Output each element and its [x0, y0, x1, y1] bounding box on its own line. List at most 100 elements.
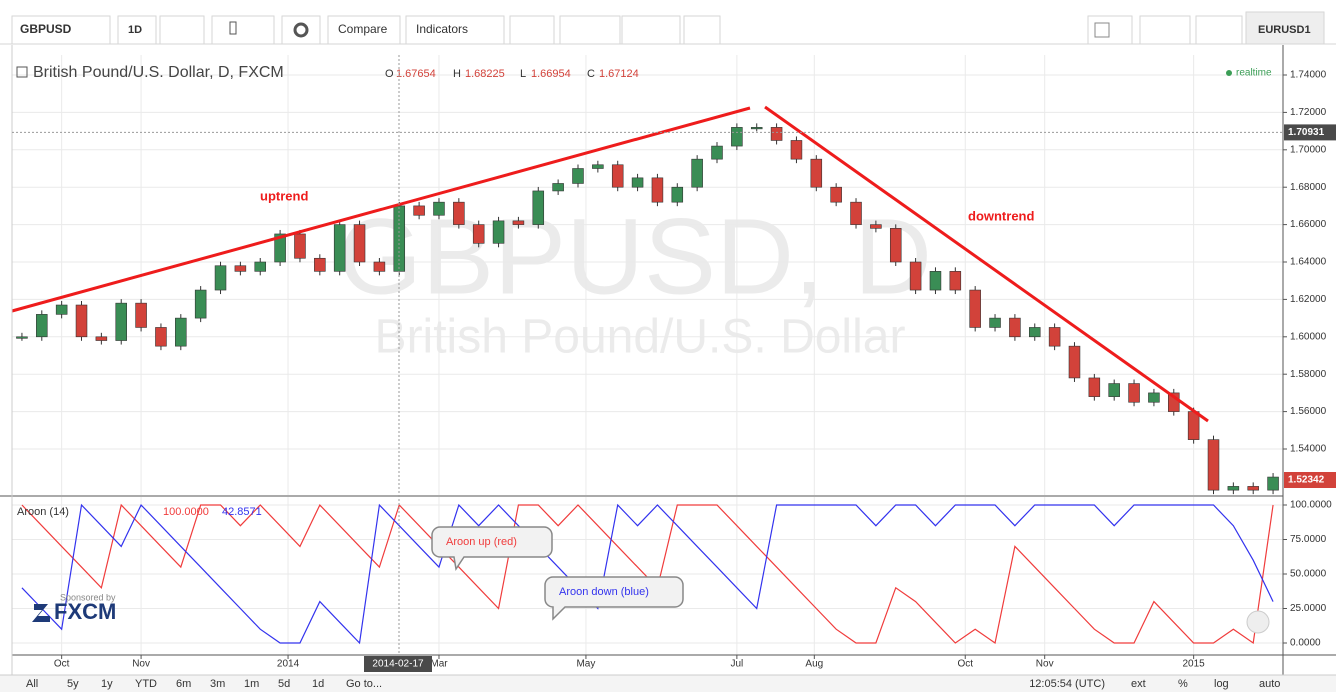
- compare-button[interactable]: [327, 15, 401, 45]
- candle-body: [969, 289, 981, 328]
- scale-option[interactable]: auto: [1259, 678, 1280, 690]
- interval[interactable]: 1D: [128, 24, 142, 36]
- candle-body: [413, 205, 425, 216]
- low-value: 1.66954: [531, 68, 571, 80]
- alert-button[interactable]: [509, 15, 555, 45]
- candle-body: [214, 265, 227, 291]
- high-value: 1.68225: [465, 68, 505, 80]
- collapse-icon[interactable]: [16, 66, 28, 78]
- layout-icon: [1094, 22, 1110, 38]
- range-button[interactable]: 5y: [67, 678, 79, 690]
- candle-body: [234, 265, 247, 272]
- sponsor-brand[interactable]: FXCM: [54, 599, 116, 624]
- candle-body: [691, 158, 703, 188]
- indicators-button[interactable]: [405, 15, 505, 45]
- chart-type-button[interactable]: [159, 15, 205, 45]
- x-tick-label: Jul: [730, 659, 743, 670]
- scale-option[interactable]: log: [1214, 678, 1229, 690]
- style-button[interactable]: [211, 15, 275, 45]
- ideas-button[interactable]: [559, 15, 621, 45]
- candle-body: [294, 233, 306, 259]
- y-tick-label: 1.64000: [1290, 257, 1327, 268]
- scroll-button[interactable]: [1246, 610, 1270, 634]
- candle-body: [1009, 317, 1021, 338]
- range-button[interactable]: 3m: [210, 678, 225, 690]
- undo-redo-button[interactable]: [621, 15, 681, 45]
- candle-body: [1128, 383, 1140, 403]
- aroon-up-value: 100.0000: [163, 506, 209, 518]
- crosshair-price: 1.70931: [1288, 127, 1325, 138]
- range-button[interactable]: 5d: [278, 678, 290, 690]
- candle-body: [790, 140, 803, 160]
- indicator-title: Aroon (14): [17, 506, 69, 518]
- last-price: 1.52342: [1288, 475, 1325, 486]
- watermark: GBPUSD, D British Pound/U.S. Dollar: [338, 196, 932, 364]
- range-button[interactable]: YTD: [135, 678, 157, 690]
- close-label: C: [587, 68, 595, 80]
- candle-body: [333, 224, 346, 272]
- candle-body: [1267, 476, 1279, 491]
- uptrend-line: [11, 106, 751, 313]
- candle-body: [274, 233, 286, 263]
- load-button[interactable]: [1139, 15, 1191, 45]
- callout-box: [431, 526, 553, 571]
- range-button[interactable]: 6m: [176, 678, 191, 690]
- save-button[interactable]: [1195, 15, 1243, 45]
- aroon-line: [21, 503, 1274, 645]
- callout-up: Aroon up (red): [431, 526, 553, 571]
- low-label: L: [520, 68, 526, 80]
- range-button[interactable]: 1d: [312, 678, 324, 690]
- candle-body: [870, 224, 882, 229]
- last-price-box: [1284, 472, 1336, 489]
- interval-button[interactable]: [117, 15, 157, 45]
- candle-body: [472, 224, 485, 244]
- fullscreen-button[interactable]: [683, 15, 721, 45]
- candle-body: [115, 302, 127, 341]
- y-tick-label: 1.56000: [1290, 406, 1327, 417]
- candle-body: [889, 228, 902, 263]
- fxcm-logo: [32, 604, 50, 622]
- range-button[interactable]: Go to...: [346, 678, 382, 690]
- range-button[interactable]: All: [26, 678, 38, 690]
- x-tick-label: Nov: [1036, 659, 1054, 670]
- range-button[interactable]: 1m: [244, 678, 259, 690]
- y-tick-label: 1.60000: [1290, 331, 1327, 342]
- indicators[interactable]: Indicators: [416, 22, 468, 36]
- layout-name[interactable]: EURUSD1: [1258, 24, 1311, 36]
- candle-body: [651, 177, 664, 203]
- high-label: H: [453, 68, 461, 80]
- candle-body: [552, 183, 564, 192]
- y-tick-label: 1.74000: [1290, 70, 1327, 81]
- callout-text: Aroon up (red): [446, 536, 517, 548]
- scale-option[interactable]: %: [1178, 678, 1188, 690]
- symbol[interactable]: GBPUSD: [20, 22, 72, 36]
- candle-body: [989, 317, 1001, 328]
- y-tick-label: 1.58000: [1290, 369, 1327, 380]
- layout-name-tab[interactable]: [1245, 11, 1325, 45]
- candle-body: [1028, 327, 1041, 338]
- candles: [16, 123, 1279, 495]
- settings-button[interactable]: [281, 15, 321, 45]
- range-button[interactable]: 1y: [101, 678, 113, 690]
- crosshair-date-box: [364, 656, 432, 672]
- candle-body: [492, 220, 505, 244]
- uptrend-label: uptrend: [260, 188, 308, 203]
- realtime-dot: [1226, 70, 1232, 76]
- candle-body: [155, 327, 167, 347]
- downtrend-line: [764, 105, 1209, 423]
- candle-body: [1048, 327, 1061, 347]
- x-tick-label: Aug: [805, 659, 823, 670]
- watermark-symbol: GBPUSD, D: [338, 196, 932, 317]
- compare[interactable]: Compare: [338, 22, 388, 36]
- bottom-bar: [0, 675, 1336, 692]
- x-tick-label: Nov: [132, 659, 150, 670]
- candle-body: [16, 336, 28, 339]
- series-title: British Pound/U.S. Dollar, D, FXCM: [33, 64, 284, 81]
- candle-body: [1088, 377, 1101, 397]
- candle-body: [750, 127, 763, 130]
- symbol-button[interactable]: [11, 15, 111, 45]
- candle-body: [36, 314, 48, 338]
- scale-option[interactable]: ext: [1131, 678, 1146, 690]
- candle-body: [592, 164, 604, 169]
- downtrend-label: downtrend: [968, 208, 1034, 223]
